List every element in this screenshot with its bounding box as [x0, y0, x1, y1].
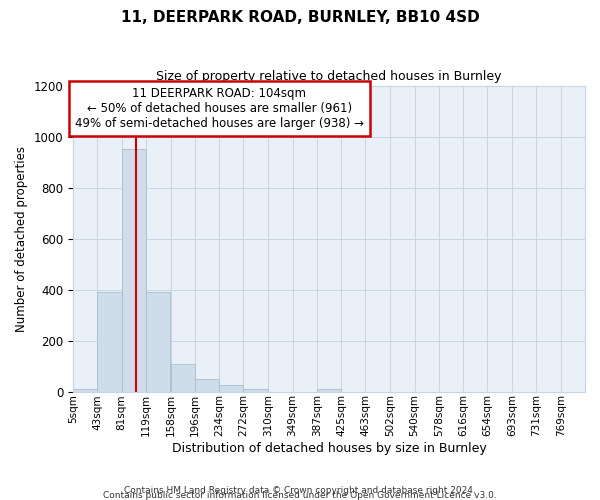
Bar [97, 292, 122, 392]
Text: Contains public sector information licensed under the Open Government Licence v3: Contains public sector information licen… [103, 490, 497, 500]
Text: 11, DEERPARK ROAD, BURNLEY, BB10 4SD: 11, DEERPARK ROAD, BURNLEY, BB10 4SD [121, 10, 479, 25]
X-axis label: Distribution of detached houses by size in Burnley: Distribution of detached houses by size … [172, 442, 487, 455]
Bar [73, 389, 97, 392]
Bar [244, 389, 268, 392]
Title: Size of property relative to detached houses in Burnley: Size of property relative to detached ho… [156, 70, 502, 83]
Text: Contains HM Land Registry data © Crown copyright and database right 2024.: Contains HM Land Registry data © Crown c… [124, 486, 476, 495]
Bar [219, 385, 244, 392]
Y-axis label: Number of detached properties: Number of detached properties [15, 146, 28, 332]
Bar [195, 379, 219, 392]
Bar [317, 389, 341, 392]
Bar [122, 150, 146, 392]
Text: 11 DEERPARK ROAD: 104sqm
← 50% of detached houses are smaller (961)
49% of semi-: 11 DEERPARK ROAD: 104sqm ← 50% of detach… [75, 87, 364, 130]
Bar [146, 292, 170, 392]
Bar [170, 364, 195, 392]
